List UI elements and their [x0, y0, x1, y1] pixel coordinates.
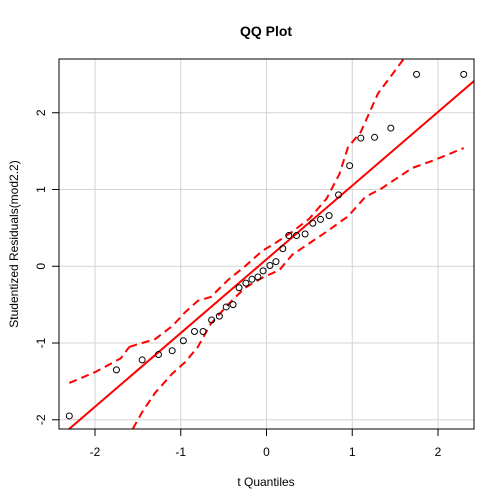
data-point [138, 356, 146, 364]
data-point [248, 275, 256, 283]
envelope-lower-line [131, 147, 465, 429]
data-point [222, 303, 230, 311]
data-point [357, 134, 365, 142]
envelope-left-tail-line [68, 346, 131, 384]
data-point [460, 70, 468, 78]
data-point [254, 273, 262, 281]
data-point [346, 162, 354, 170]
data-point [266, 261, 274, 269]
y-tick-label: -1 [34, 337, 48, 348]
data-point [215, 312, 223, 320]
data-point [229, 301, 237, 309]
data-point [208, 316, 216, 324]
envelope-upper-line [129, 59, 405, 348]
data-point [371, 133, 379, 141]
chart-title: QQ Plot [240, 23, 292, 39]
data-point [301, 230, 309, 238]
data-point [325, 212, 333, 220]
y-tick-label: -2 [34, 414, 48, 425]
grid [59, 59, 474, 429]
x-tick-label: -1 [175, 445, 186, 459]
reference-line-segment [67, 80, 474, 429]
data-point [242, 279, 250, 287]
data-point [65, 412, 73, 420]
x-tick-label: -2 [90, 445, 101, 459]
data-point [285, 232, 293, 240]
x-axis-label: t Quantiles [237, 475, 294, 489]
data-point [272, 258, 280, 266]
data-point [293, 232, 301, 240]
y-axis-label: Studentized Residuals(mod2.2) [7, 160, 21, 327]
data-point [279, 245, 287, 253]
y-tick-label: 1 [34, 186, 48, 193]
x-tick-label: 1 [349, 445, 356, 459]
x-tick-label: 0 [263, 445, 270, 459]
data-point [112, 366, 120, 374]
x-tick-label: 2 [435, 445, 442, 459]
confidence-envelope [68, 59, 465, 429]
x-axis: -2 -1 0 1 2 [90, 428, 442, 459]
data-point [309, 219, 317, 227]
y-tick-label: 2 [34, 109, 48, 116]
data-point [259, 267, 267, 275]
y-tick-label: 0 [34, 263, 48, 270]
data-points [65, 70, 468, 420]
data-point [190, 328, 198, 336]
data-point [154, 351, 162, 359]
y-axis: -2 -1 0 1 2 [34, 109, 60, 425]
data-point [335, 191, 343, 199]
data-point [179, 337, 187, 345]
data-point [168, 347, 176, 355]
reference-line [67, 80, 474, 429]
data-point [199, 328, 207, 336]
data-point [413, 70, 421, 78]
data-point [387, 124, 395, 132]
data-point [317, 215, 325, 223]
data-point [235, 284, 243, 292]
